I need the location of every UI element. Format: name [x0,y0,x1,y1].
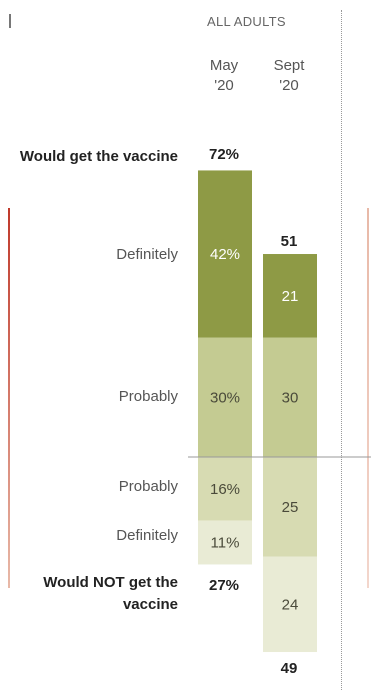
column-header-sept: Sept '20 [261,56,317,96]
column-header-may-line2: '20 [214,77,234,94]
bar-definitely-get-sept [263,254,317,338]
column-header-sept-line1: Sept [273,57,305,74]
column-divider [341,10,342,690]
bar-probably-not-may [198,457,252,521]
data-label-probably-get-may: 30% [210,389,240,406]
total-would-not-get-may: 27% [208,577,240,594]
data-label-probably-not-sept: 25 [282,499,299,516]
label-would-get: Would get the vaccine [19,148,178,165]
data-label-probably-get-sept: 30 [282,389,299,406]
data-label-probably-not-may: 16% [210,481,240,498]
data-label-definitely-not-may: 11% [211,535,240,552]
data-label-definitely-get-sept: 21 [282,288,299,305]
column-header-may: May '20 [196,56,252,96]
bar-definitely-not-may [198,520,252,565]
left-edge-tick [9,14,11,28]
total-would-get-may: 72% [208,146,240,163]
total-would-not-get-sept: 49 [280,660,298,677]
label-definitely-get: Definitely [116,246,178,263]
left-accent-bar [8,208,10,588]
column-header-sept-line2: '20 [279,77,299,94]
data-label-definitely-get-may: 42% [210,246,240,263]
label-would-not-get: Would NOT get the vaccine [43,574,178,613]
right-accent-bar [367,208,369,588]
column-header-may-line1: May [209,57,239,74]
bar-probably-get-may [198,337,252,457]
bar-definitely-get-may [198,170,252,338]
bar-probably-get-sept [263,337,317,457]
label-probably-not: Probably [118,478,178,495]
total-would-get-sept: 51 [280,233,298,250]
bar-probably-not-sept [263,457,317,557]
label-probably-get: Probably [118,388,178,405]
group-header: ALL ADULTS [207,14,286,29]
label-definitely-not: Definitely [116,527,178,544]
data-label-definitely-not-sept: 24 [282,596,299,613]
bar-definitely-not-sept [263,556,317,653]
